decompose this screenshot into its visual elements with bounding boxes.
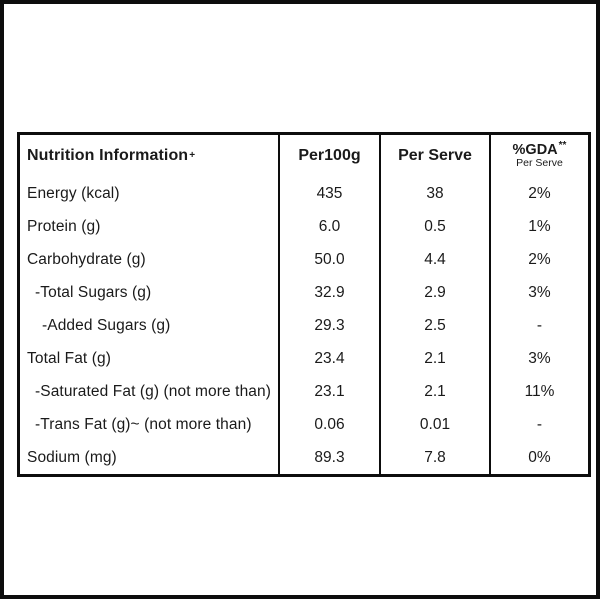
row-label: -Total Sugars (g)	[35, 283, 152, 301]
value-per100g: 29.3	[278, 309, 379, 342]
value-per-serve: 4.4	[379, 243, 489, 276]
row-label: Carbohydrate (g)	[27, 250, 146, 268]
value-gda: 2%	[489, 243, 588, 276]
row-label: Energy (kcal)	[27, 184, 120, 202]
header-gda-title: %GDA**	[512, 140, 567, 158]
header-nutrition-information-text: Nutrition Information	[27, 147, 189, 164]
header-per-serve-text: Per Serve	[398, 147, 472, 164]
value-per100g: 23.4	[278, 342, 379, 375]
row-label: Sodium (mg)	[27, 448, 117, 466]
table-row-protein: Protein (g) 6.0 0.5 1%	[20, 210, 588, 243]
header-per-100g: Per100g	[278, 135, 379, 177]
table-row-carbohydrate: Carbohydrate (g) 50.0 4.4 2%	[20, 243, 588, 276]
table-row-added-sugars: -Added Sugars (g) 29.3 2.5 -	[20, 309, 588, 342]
table-row-energy: Energy (kcal) 435 38 2%	[20, 177, 588, 210]
value-per100g: 89.3	[278, 441, 379, 474]
header-nutrition-information: Nutrition Information +	[27, 147, 196, 164]
value-per-serve: 38	[379, 177, 489, 210]
value-per-serve: 2.1	[379, 342, 489, 375]
value-per100g: 23.1	[278, 375, 379, 408]
value-per100g: 6.0	[278, 210, 379, 243]
row-label: Protein (g)	[27, 217, 101, 235]
value-gda: -	[489, 408, 588, 441]
value-gda: 2%	[489, 177, 588, 210]
value-per-serve: 0.5	[379, 210, 489, 243]
row-label: Total Fat (g)	[27, 349, 111, 367]
value-per-serve: 0.01	[379, 408, 489, 441]
table-row-trans-fat: -Trans Fat (g)~ (not more than) 0.06 0.0…	[20, 408, 588, 441]
table-row-total-fat: Total Fat (g) 23.4 2.1 3%	[20, 342, 588, 375]
table-row-sodium: Sodium (mg) 89.3 7.8 0%	[20, 441, 588, 474]
table-header-row: Nutrition Information + Per100g Per Serve…	[20, 135, 588, 177]
table-row-total-sugars: -Total Sugars (g) 32.9 2.9 3%	[20, 276, 588, 309]
value-per-serve: 2.9	[379, 276, 489, 309]
value-per-serve: 7.8	[379, 441, 489, 474]
value-per-serve: 2.1	[379, 375, 489, 408]
nutrition-table: Nutrition Information + Per100g Per Serve…	[17, 132, 591, 477]
value-gda: 3%	[489, 342, 588, 375]
gda-superscript: **	[558, 140, 567, 152]
row-label: -Trans Fat (g)~ (not more than)	[35, 415, 252, 433]
value-gda: 11%	[489, 375, 588, 408]
header-gda-subtitle: Per Serve	[516, 157, 563, 170]
row-label: -Saturated Fat (g) (not more than)	[35, 382, 271, 400]
value-per-serve: 2.5	[379, 309, 489, 342]
value-gda: 3%	[489, 276, 588, 309]
value-per100g: 32.9	[278, 276, 379, 309]
value-gda: -	[489, 309, 588, 342]
table-row-saturated-fat: -Saturated Fat (g) (not more than) 23.1 …	[20, 375, 588, 408]
value-gda: 0%	[489, 441, 588, 474]
value-per100g: 50.0	[278, 243, 379, 276]
value-per100g: 0.06	[278, 408, 379, 441]
header-per-serve: Per Serve	[379, 135, 489, 177]
value-gda: 1%	[489, 210, 588, 243]
row-label: -Added Sugars (g)	[42, 316, 171, 334]
header-gda-text: %GDA	[512, 141, 558, 158]
header-per-100g-text: Per100g	[298, 147, 361, 164]
header-gda: %GDA** Per Serve	[489, 135, 588, 177]
value-per100g: 435	[278, 177, 379, 210]
